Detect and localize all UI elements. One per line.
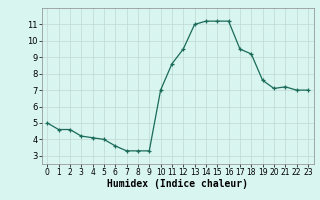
X-axis label: Humidex (Indice chaleur): Humidex (Indice chaleur) <box>107 179 248 189</box>
